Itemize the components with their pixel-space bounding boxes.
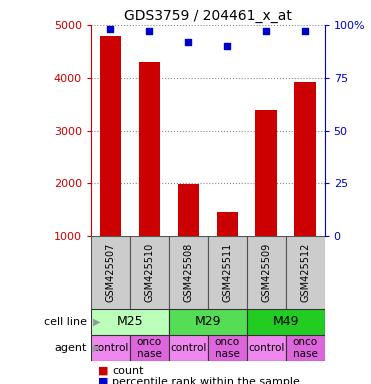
Text: control: control xyxy=(92,343,129,353)
Bar xyxy=(247,236,286,309)
Text: ■: ■ xyxy=(98,377,109,384)
Text: GSM425510: GSM425510 xyxy=(144,243,154,302)
Bar xyxy=(139,62,160,236)
Bar xyxy=(286,335,325,361)
Text: percentile rank within the sample: percentile rank within the sample xyxy=(112,377,300,384)
Text: GSM425508: GSM425508 xyxy=(183,243,193,302)
Bar xyxy=(256,111,277,236)
Text: GSM425512: GSM425512 xyxy=(300,243,310,302)
Bar xyxy=(286,236,325,309)
Bar xyxy=(217,212,238,236)
Text: GSM425509: GSM425509 xyxy=(261,243,271,302)
Text: ▶: ▶ xyxy=(93,343,100,353)
Bar xyxy=(91,335,130,361)
Bar xyxy=(91,236,130,309)
Bar xyxy=(295,82,316,236)
Point xyxy=(108,26,114,32)
Bar xyxy=(247,335,286,361)
Text: M49: M49 xyxy=(272,316,299,328)
Text: cell line: cell line xyxy=(44,317,87,327)
Text: count: count xyxy=(112,366,144,376)
Text: GSM425511: GSM425511 xyxy=(222,243,232,302)
Text: GSM425507: GSM425507 xyxy=(105,243,115,302)
Bar xyxy=(169,335,208,361)
Bar xyxy=(130,335,169,361)
Point xyxy=(186,39,191,45)
Bar xyxy=(208,335,247,361)
Bar xyxy=(178,184,199,236)
Bar xyxy=(169,309,247,335)
Bar xyxy=(91,309,169,335)
Point xyxy=(302,28,308,34)
Bar xyxy=(208,236,247,309)
Text: onco
nase: onco nase xyxy=(215,337,240,359)
Text: agent: agent xyxy=(55,343,87,353)
Text: control: control xyxy=(248,343,285,353)
Text: control: control xyxy=(170,343,207,353)
Point xyxy=(224,43,230,49)
Title: GDS3759 / 204461_x_at: GDS3759 / 204461_x_at xyxy=(124,8,292,23)
Bar xyxy=(247,309,325,335)
Bar xyxy=(169,236,208,309)
Text: M25: M25 xyxy=(116,316,143,328)
Text: ▶: ▶ xyxy=(93,317,100,327)
Bar xyxy=(130,236,169,309)
Text: ■: ■ xyxy=(98,366,109,376)
Text: onco
nase: onco nase xyxy=(137,337,162,359)
Text: M29: M29 xyxy=(194,316,221,328)
Point xyxy=(147,28,152,34)
Text: onco
nase: onco nase xyxy=(293,337,318,359)
Bar xyxy=(100,36,121,236)
Point xyxy=(263,28,269,34)
